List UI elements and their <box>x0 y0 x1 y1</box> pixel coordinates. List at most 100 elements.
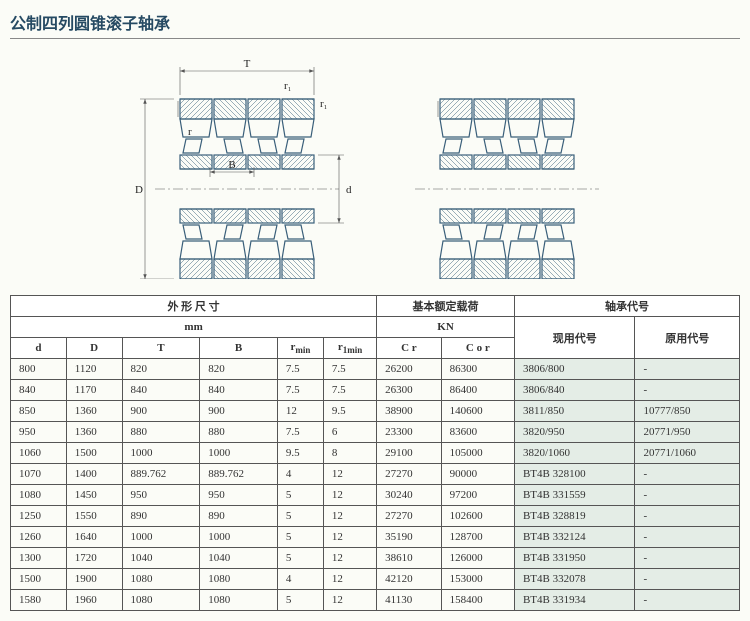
cell-Cr: 41130 <box>377 590 442 611</box>
table-row: 80011208208207.57.526200863003806/800- <box>11 359 740 380</box>
table-row: 95013608808807.5623300836003820/95020771… <box>11 422 740 443</box>
cell-rmin: 4 <box>277 569 323 590</box>
cell-Cor: 158400 <box>441 590 514 611</box>
cell-r1min: 12 <box>323 569 376 590</box>
cell-Cor: 128700 <box>441 527 514 548</box>
cell-current-code: BT4B 328819 <box>514 506 635 527</box>
cell-B: 1080 <box>200 569 278 590</box>
cell-Cr: 38610 <box>377 548 442 569</box>
cell-T: 1040 <box>122 548 200 569</box>
cell-T: 1000 <box>122 443 200 464</box>
svg-text:B: B <box>228 159 235 171</box>
cell-B: 840 <box>200 380 278 401</box>
cell-r1min: 12 <box>323 464 376 485</box>
cell-Cr: 38900 <box>377 401 442 422</box>
cell-T: 840 <box>122 380 200 401</box>
cell-T: 889.762 <box>122 464 200 485</box>
cell-B: 1000 <box>200 443 278 464</box>
cell-r1min: 12 <box>323 527 376 548</box>
table-row: 84011708408407.57.526300864003806/840- <box>11 380 740 401</box>
cell-B: 1000 <box>200 527 278 548</box>
cell-d: 1580 <box>11 590 67 611</box>
cell-original-code: - <box>635 485 740 506</box>
cell-B: 950 <box>200 485 278 506</box>
table-row: 126016401000100051235190128700BT4B 33212… <box>11 527 740 548</box>
table-row: 1250155089089051227270102600BT4B 328819- <box>11 506 740 527</box>
cell-d: 1070 <box>11 464 67 485</box>
col-T: T <box>122 338 200 359</box>
title-divider <box>10 38 740 39</box>
cell-r1min: 12 <box>323 590 376 611</box>
cell-rmin: 4 <box>277 464 323 485</box>
cell-rmin: 5 <box>277 485 323 506</box>
diagram-area: Tr₁r₁rBDd <box>10 49 740 279</box>
cell-original-code: - <box>635 569 740 590</box>
cell-B: 889.762 <box>200 464 278 485</box>
header-mm: mm <box>11 317 377 338</box>
cell-T: 890 <box>122 506 200 527</box>
svg-text:T: T <box>244 58 251 70</box>
cell-d: 1060 <box>11 443 67 464</box>
cell-d: 1080 <box>11 485 67 506</box>
col-Cr: C r <box>377 338 442 359</box>
cell-Cor: 140600 <box>441 401 514 422</box>
cell-B: 820 <box>200 359 278 380</box>
header-kn: KN <box>377 317 515 338</box>
cell-r1min: 12 <box>323 485 376 506</box>
cell-Cr: 23300 <box>377 422 442 443</box>
table-row: 158019601080108051241130158400BT4B 33193… <box>11 590 740 611</box>
table-row: 8501360900900129.5389001406003811/850107… <box>11 401 740 422</box>
cell-D: 1720 <box>66 548 122 569</box>
cell-rmin: 7.5 <box>277 359 323 380</box>
cell-Cor: 90000 <box>441 464 514 485</box>
cell-original-code: - <box>635 359 740 380</box>
cell-B: 890 <box>200 506 278 527</box>
svg-text:r₁: r₁ <box>284 80 292 92</box>
col-rmin: rmin <box>277 338 323 359</box>
cell-r1min: 9.5 <box>323 401 376 422</box>
cell-Cr: 26300 <box>377 380 442 401</box>
cell-current-code: BT4B 331950 <box>514 548 635 569</box>
svg-text:r₁: r₁ <box>320 98 328 110</box>
header-load: 基本额定载荷 <box>377 296 515 317</box>
cell-current-code: 3820/1060 <box>514 443 635 464</box>
cell-T: 880 <box>122 422 200 443</box>
cell-d: 800 <box>11 359 67 380</box>
cell-B: 880 <box>200 422 278 443</box>
cell-T: 1000 <box>122 527 200 548</box>
cell-r1min: 7.5 <box>323 359 376 380</box>
bearing-cross-section-left: Tr₁r₁rBDd <box>130 49 370 279</box>
cell-d: 840 <box>11 380 67 401</box>
svg-text:D: D <box>135 184 143 196</box>
cell-Cr: 35190 <box>377 527 442 548</box>
table-body: 80011208208207.57.526200863003806/800-84… <box>11 359 740 611</box>
cell-current-code: BT4B 331559 <box>514 485 635 506</box>
cell-d: 850 <box>11 401 67 422</box>
cell-current-code: BT4B 331934 <box>514 590 635 611</box>
header-dimensions: 外 形 尺 寸 <box>11 296 377 317</box>
cell-current-code: 3806/800 <box>514 359 635 380</box>
cell-B: 900 <box>200 401 278 422</box>
cell-Cor: 126000 <box>441 548 514 569</box>
cell-current-code: BT4B 328100 <box>514 464 635 485</box>
cell-original-code: - <box>635 548 740 569</box>
cell-d: 1250 <box>11 506 67 527</box>
cell-Cor: 105000 <box>441 443 514 464</box>
cell-current-code: BT4B 332078 <box>514 569 635 590</box>
cell-original-code: - <box>635 590 740 611</box>
header-current-code: 现用代号 <box>514 317 635 359</box>
cell-D: 1360 <box>66 401 122 422</box>
cell-original-code: - <box>635 380 740 401</box>
cell-D: 1120 <box>66 359 122 380</box>
col-D: D <box>66 338 122 359</box>
spec-table: 外 形 尺 寸 基本额定载荷 轴承代号 mm KN 现用代号 原用代号 d D … <box>10 295 740 611</box>
cell-T: 950 <box>122 485 200 506</box>
cell-Cr: 29100 <box>377 443 442 464</box>
cell-original-code: - <box>635 527 740 548</box>
header-codes: 轴承代号 <box>514 296 739 317</box>
cell-D: 1400 <box>66 464 122 485</box>
cell-r1min: 12 <box>323 548 376 569</box>
cell-T: 1080 <box>122 590 200 611</box>
cell-B: 1040 <box>200 548 278 569</box>
cell-rmin: 5 <box>277 590 323 611</box>
